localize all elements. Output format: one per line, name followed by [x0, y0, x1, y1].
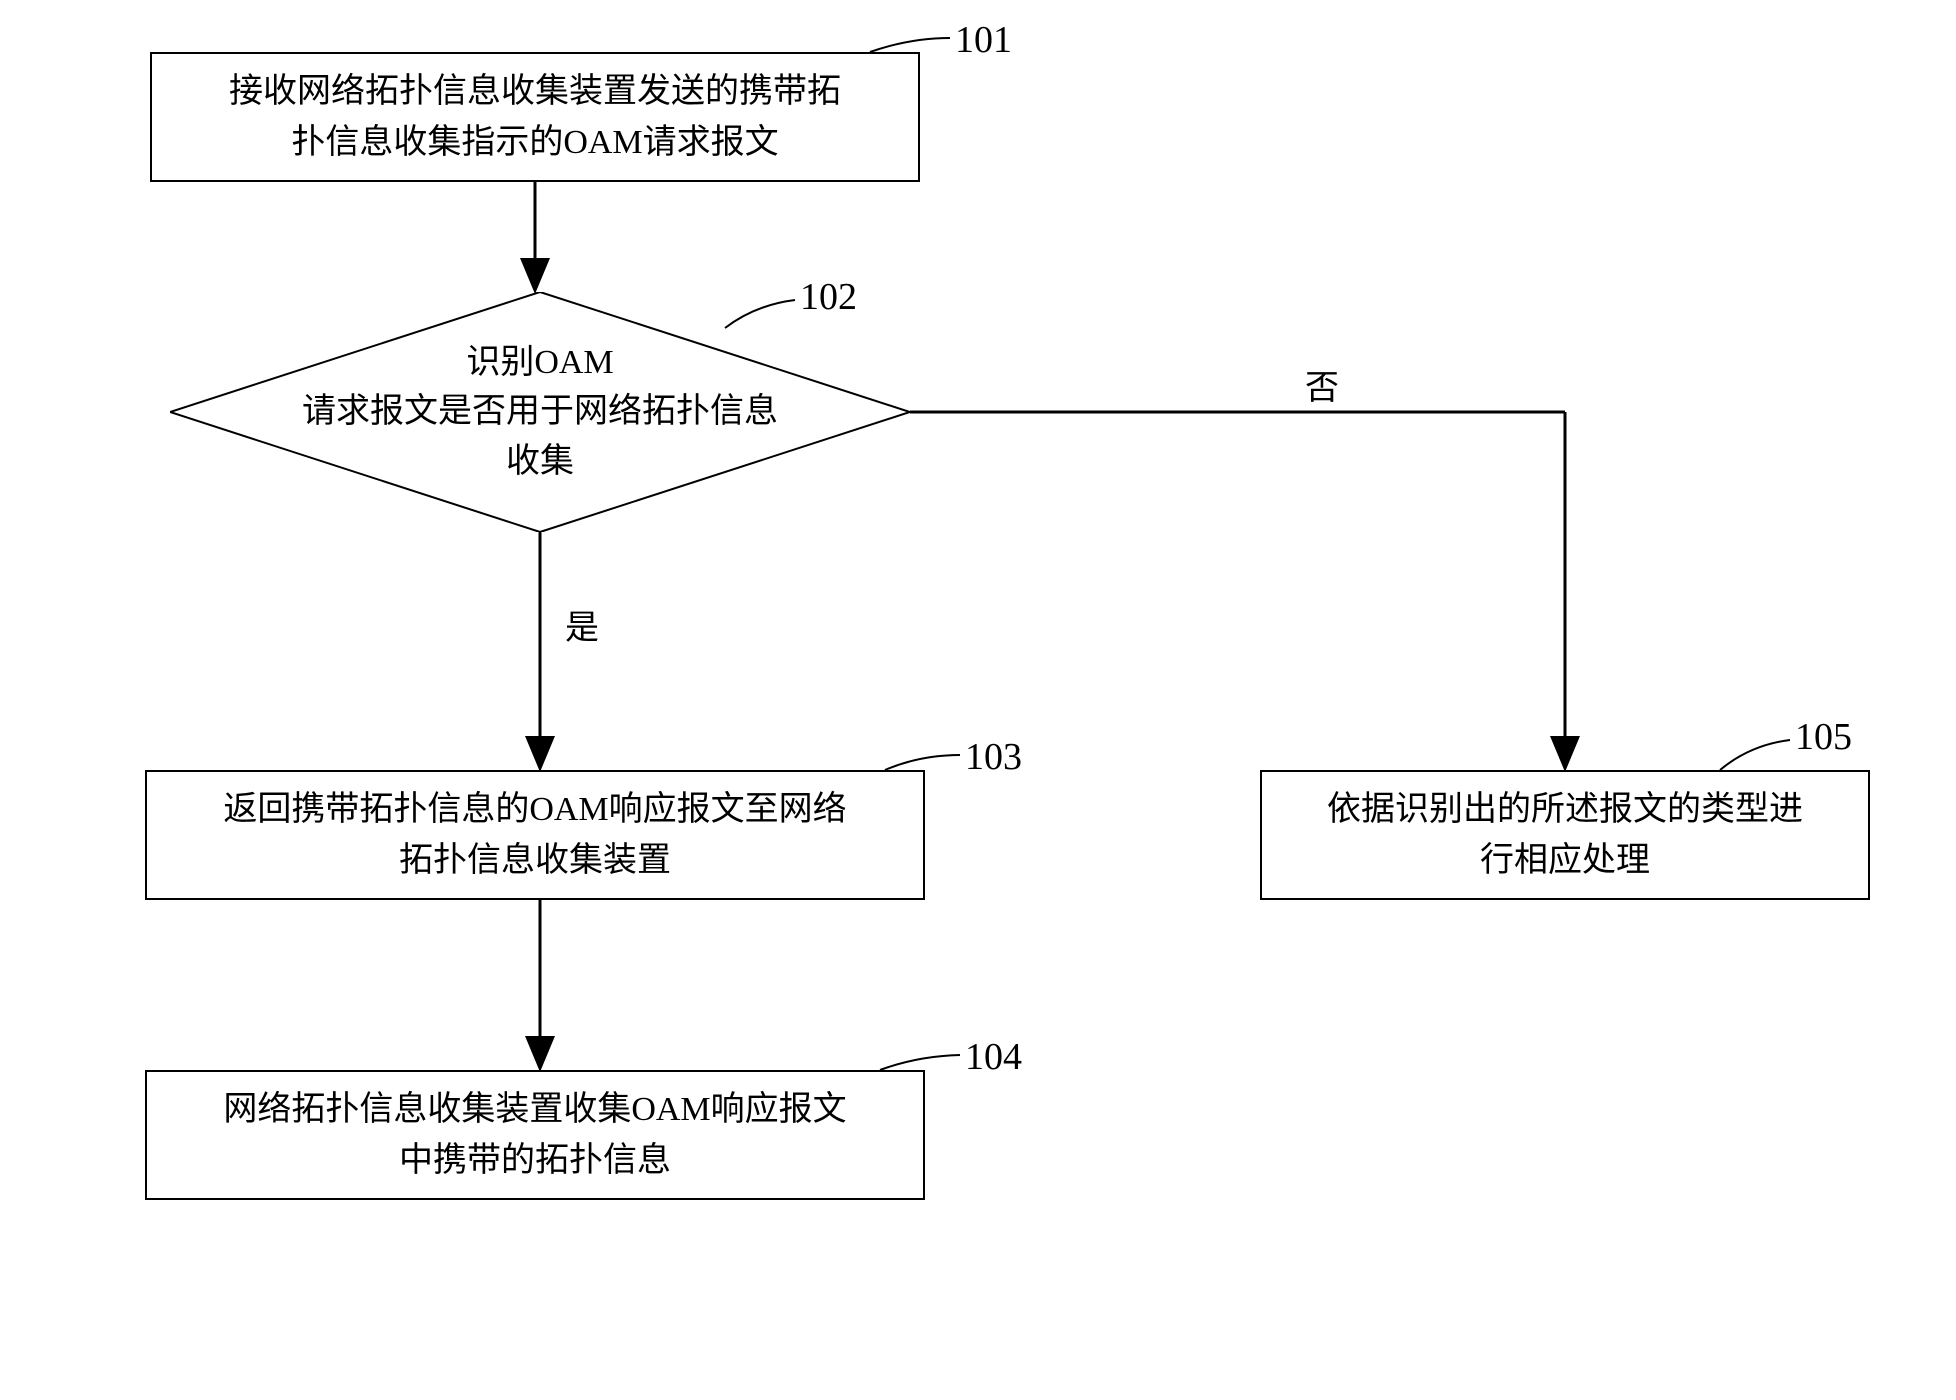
- process-box-101: 接收网络拓扑信息收集装置发送的携带拓扑信息收集指示的OAM请求报文: [150, 52, 920, 182]
- callout-102: 102: [800, 275, 857, 319]
- edge-label-yes: 是: [565, 600, 599, 649]
- callout-101: 101: [955, 18, 1012, 62]
- process-text-101: 接收网络拓扑信息收集装置发送的携带拓扑信息收集指示的OAM请求报文: [229, 66, 841, 168]
- process-text-105: 依据识别出的所述报文的类型进行相应处理: [1327, 784, 1803, 886]
- callout-103: 103: [965, 735, 1022, 779]
- process-box-103: 返回携带拓扑信息的OAM响应报文至网络拓扑信息收集装置: [145, 770, 925, 900]
- callout-104: 104: [965, 1035, 1022, 1079]
- process-text-104: 网络拓扑信息收集装置收集OAM响应报文中携带的拓扑信息: [223, 1084, 846, 1186]
- decision-text-102: 识别OAM请求报文是否用于网络拓扑信息收集: [207, 338, 873, 486]
- process-box-104: 网络拓扑信息收集装置收集OAM响应报文中携带的拓扑信息: [145, 1070, 925, 1200]
- process-text-103: 返回携带拓扑信息的OAM响应报文至网络拓扑信息收集装置: [223, 784, 846, 886]
- process-box-105: 依据识别出的所述报文的类型进行相应处理: [1260, 770, 1870, 900]
- edge-label-no: 否: [1305, 360, 1339, 409]
- decision-box-102: 识别OAM请求报文是否用于网络拓扑信息收集: [170, 292, 910, 532]
- callout-105: 105: [1795, 715, 1852, 759]
